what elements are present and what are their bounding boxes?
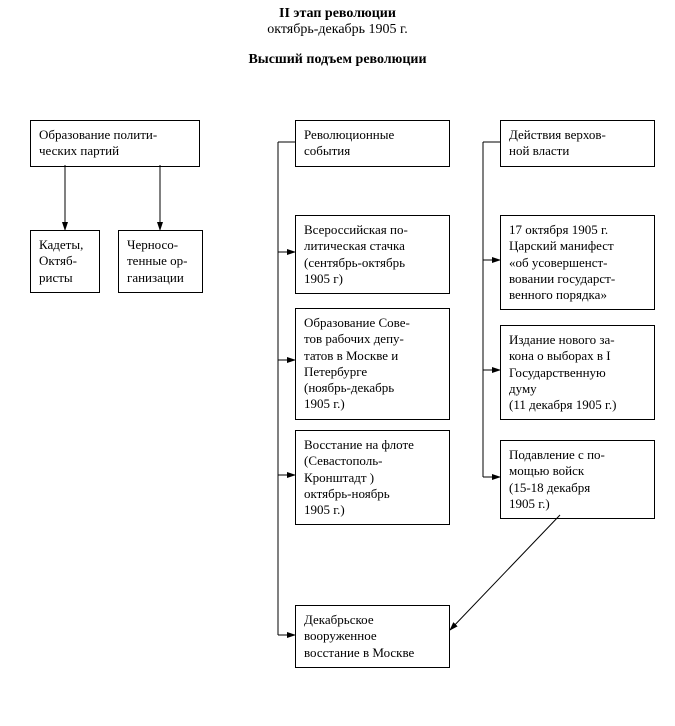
node-fleet-uprising: Восстание на флоте(Севастополь-Кронштадт…: [295, 430, 450, 525]
node-revolutionary-events: Революционныесобытия: [295, 120, 450, 167]
diagram-subtitle: октябрь-декабрь 1905 г.: [0, 22, 675, 38]
node-october-manifesto: 17 октября 1905 г.Царский манифест«об ус…: [500, 215, 655, 310]
diagram-section-title: Высший подъем революции: [0, 38, 675, 68]
node-december-uprising: Декабрьскоевооруженноевосстание в Москве: [295, 605, 450, 668]
diagram-title: II этап революции: [0, 0, 675, 22]
node-political-strike: Всероссийская по-литическая стачка(сентя…: [295, 215, 450, 294]
node-government-actions: Действия верхов-ной власти: [500, 120, 655, 167]
node-suppression: Подавление с по-мощью войск(15-18 декабр…: [500, 440, 655, 519]
node-parties-formation: Образование полити-ческих партий: [30, 120, 200, 167]
node-black-hundreds: Черносо-тенные ор-ганизации: [118, 230, 203, 293]
node-kadets: Кадеты,Октяб-ристы: [30, 230, 100, 293]
node-soviets-formation: Образование Сове-тов рабочих депу-татов …: [295, 308, 450, 420]
node-election-law: Издание нового за-кона о выборах в IГосу…: [500, 325, 655, 420]
